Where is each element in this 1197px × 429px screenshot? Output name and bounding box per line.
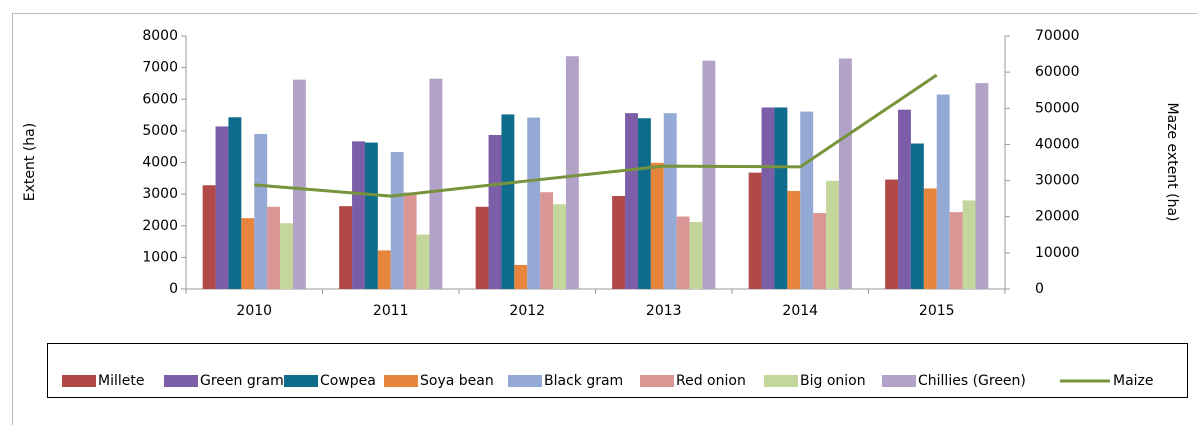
bar [293, 80, 306, 289]
bar [280, 223, 293, 289]
bar [228, 117, 241, 289]
bar [651, 163, 664, 289]
bar [429, 79, 442, 289]
bar [566, 56, 579, 289]
y-tick-label: 6000 [142, 91, 178, 107]
bar [638, 118, 651, 289]
bar [826, 181, 839, 289]
legend-label: Red onion [676, 373, 746, 389]
legend-label: Chillies (Green) [918, 373, 1026, 389]
bar [267, 207, 280, 289]
x-tick-label: 2015 [919, 303, 955, 319]
legend-swatch [882, 375, 916, 387]
bar [800, 112, 813, 289]
bar [885, 180, 898, 289]
bar [963, 200, 976, 289]
bar [625, 113, 638, 289]
x-tick-label: 2010 [236, 303, 272, 319]
x-tick-label: 2012 [509, 303, 545, 319]
x-tick-label: 2011 [373, 303, 409, 319]
bar [774, 107, 787, 289]
legend-label: Soya bean [420, 373, 494, 389]
bar [813, 213, 826, 289]
y2-tick-label: 70000 [1035, 28, 1080, 44]
x-tick-label: 2014 [782, 303, 818, 319]
bar [898, 110, 911, 289]
bar [975, 83, 988, 289]
bar [924, 188, 937, 289]
bar [203, 185, 216, 289]
y2-tick-label: 0 [1035, 281, 1044, 297]
bar [937, 95, 950, 289]
bar [749, 173, 762, 289]
bar [527, 118, 540, 289]
legend-swatch [164, 375, 198, 387]
bar [950, 212, 963, 289]
y2-axis-label: Maze extent (ha) [1164, 102, 1180, 221]
y2-tick-label: 50000 [1035, 100, 1080, 116]
bar [352, 141, 365, 289]
legend-label: Cowpea [320, 373, 376, 389]
y2-tick-label: 10000 [1035, 245, 1080, 261]
bar [664, 113, 677, 289]
legend-label: Millete [98, 373, 144, 389]
bar [216, 126, 229, 289]
y-tick-label: 8000 [142, 28, 178, 44]
bar [501, 114, 514, 289]
legend-swatch [62, 375, 96, 387]
bar [690, 222, 703, 289]
bar [391, 152, 404, 289]
y-tick-label: 0 [169, 281, 178, 297]
bar [762, 107, 775, 289]
y-axis-label: Extent (ha) [22, 123, 38, 201]
y2-tick-label: 20000 [1035, 209, 1080, 225]
bar [417, 235, 430, 289]
bar [540, 192, 553, 289]
bar [476, 207, 489, 289]
bar [911, 144, 924, 289]
y2-tick-label: 60000 [1035, 64, 1080, 80]
bar [612, 196, 625, 289]
legend-label: Maize [1113, 373, 1154, 389]
legend-swatch [640, 375, 674, 387]
legend-label: Green gram [200, 373, 284, 389]
y-tick-label: 5000 [142, 123, 178, 139]
bar [677, 217, 690, 289]
bar [365, 143, 378, 289]
bar [787, 191, 800, 289]
bar [553, 204, 566, 289]
legend-swatch [764, 375, 798, 387]
y2-tick-label: 30000 [1035, 173, 1080, 189]
y-tick-label: 3000 [142, 186, 178, 202]
x-tick-label: 2013 [646, 303, 682, 319]
legend-label: Big onion [800, 373, 866, 389]
y-tick-label: 4000 [142, 155, 178, 171]
bar [489, 135, 502, 289]
bar [378, 250, 391, 289]
legend-swatch [284, 375, 318, 387]
legend-box [48, 344, 1188, 398]
y-tick-label: 7000 [142, 60, 178, 76]
bar [702, 61, 715, 289]
y-tick-label: 1000 [142, 249, 178, 265]
bar [254, 134, 267, 289]
legend-label: Black gram [544, 373, 623, 389]
legend-swatch [384, 375, 418, 387]
y-tick-label: 2000 [142, 218, 178, 234]
legend-swatch [508, 375, 542, 387]
y2-tick-label: 40000 [1035, 136, 1080, 152]
bar [514, 265, 527, 289]
bar [404, 193, 417, 289]
bar [839, 58, 852, 289]
bar [339, 206, 352, 289]
bar [241, 218, 254, 289]
